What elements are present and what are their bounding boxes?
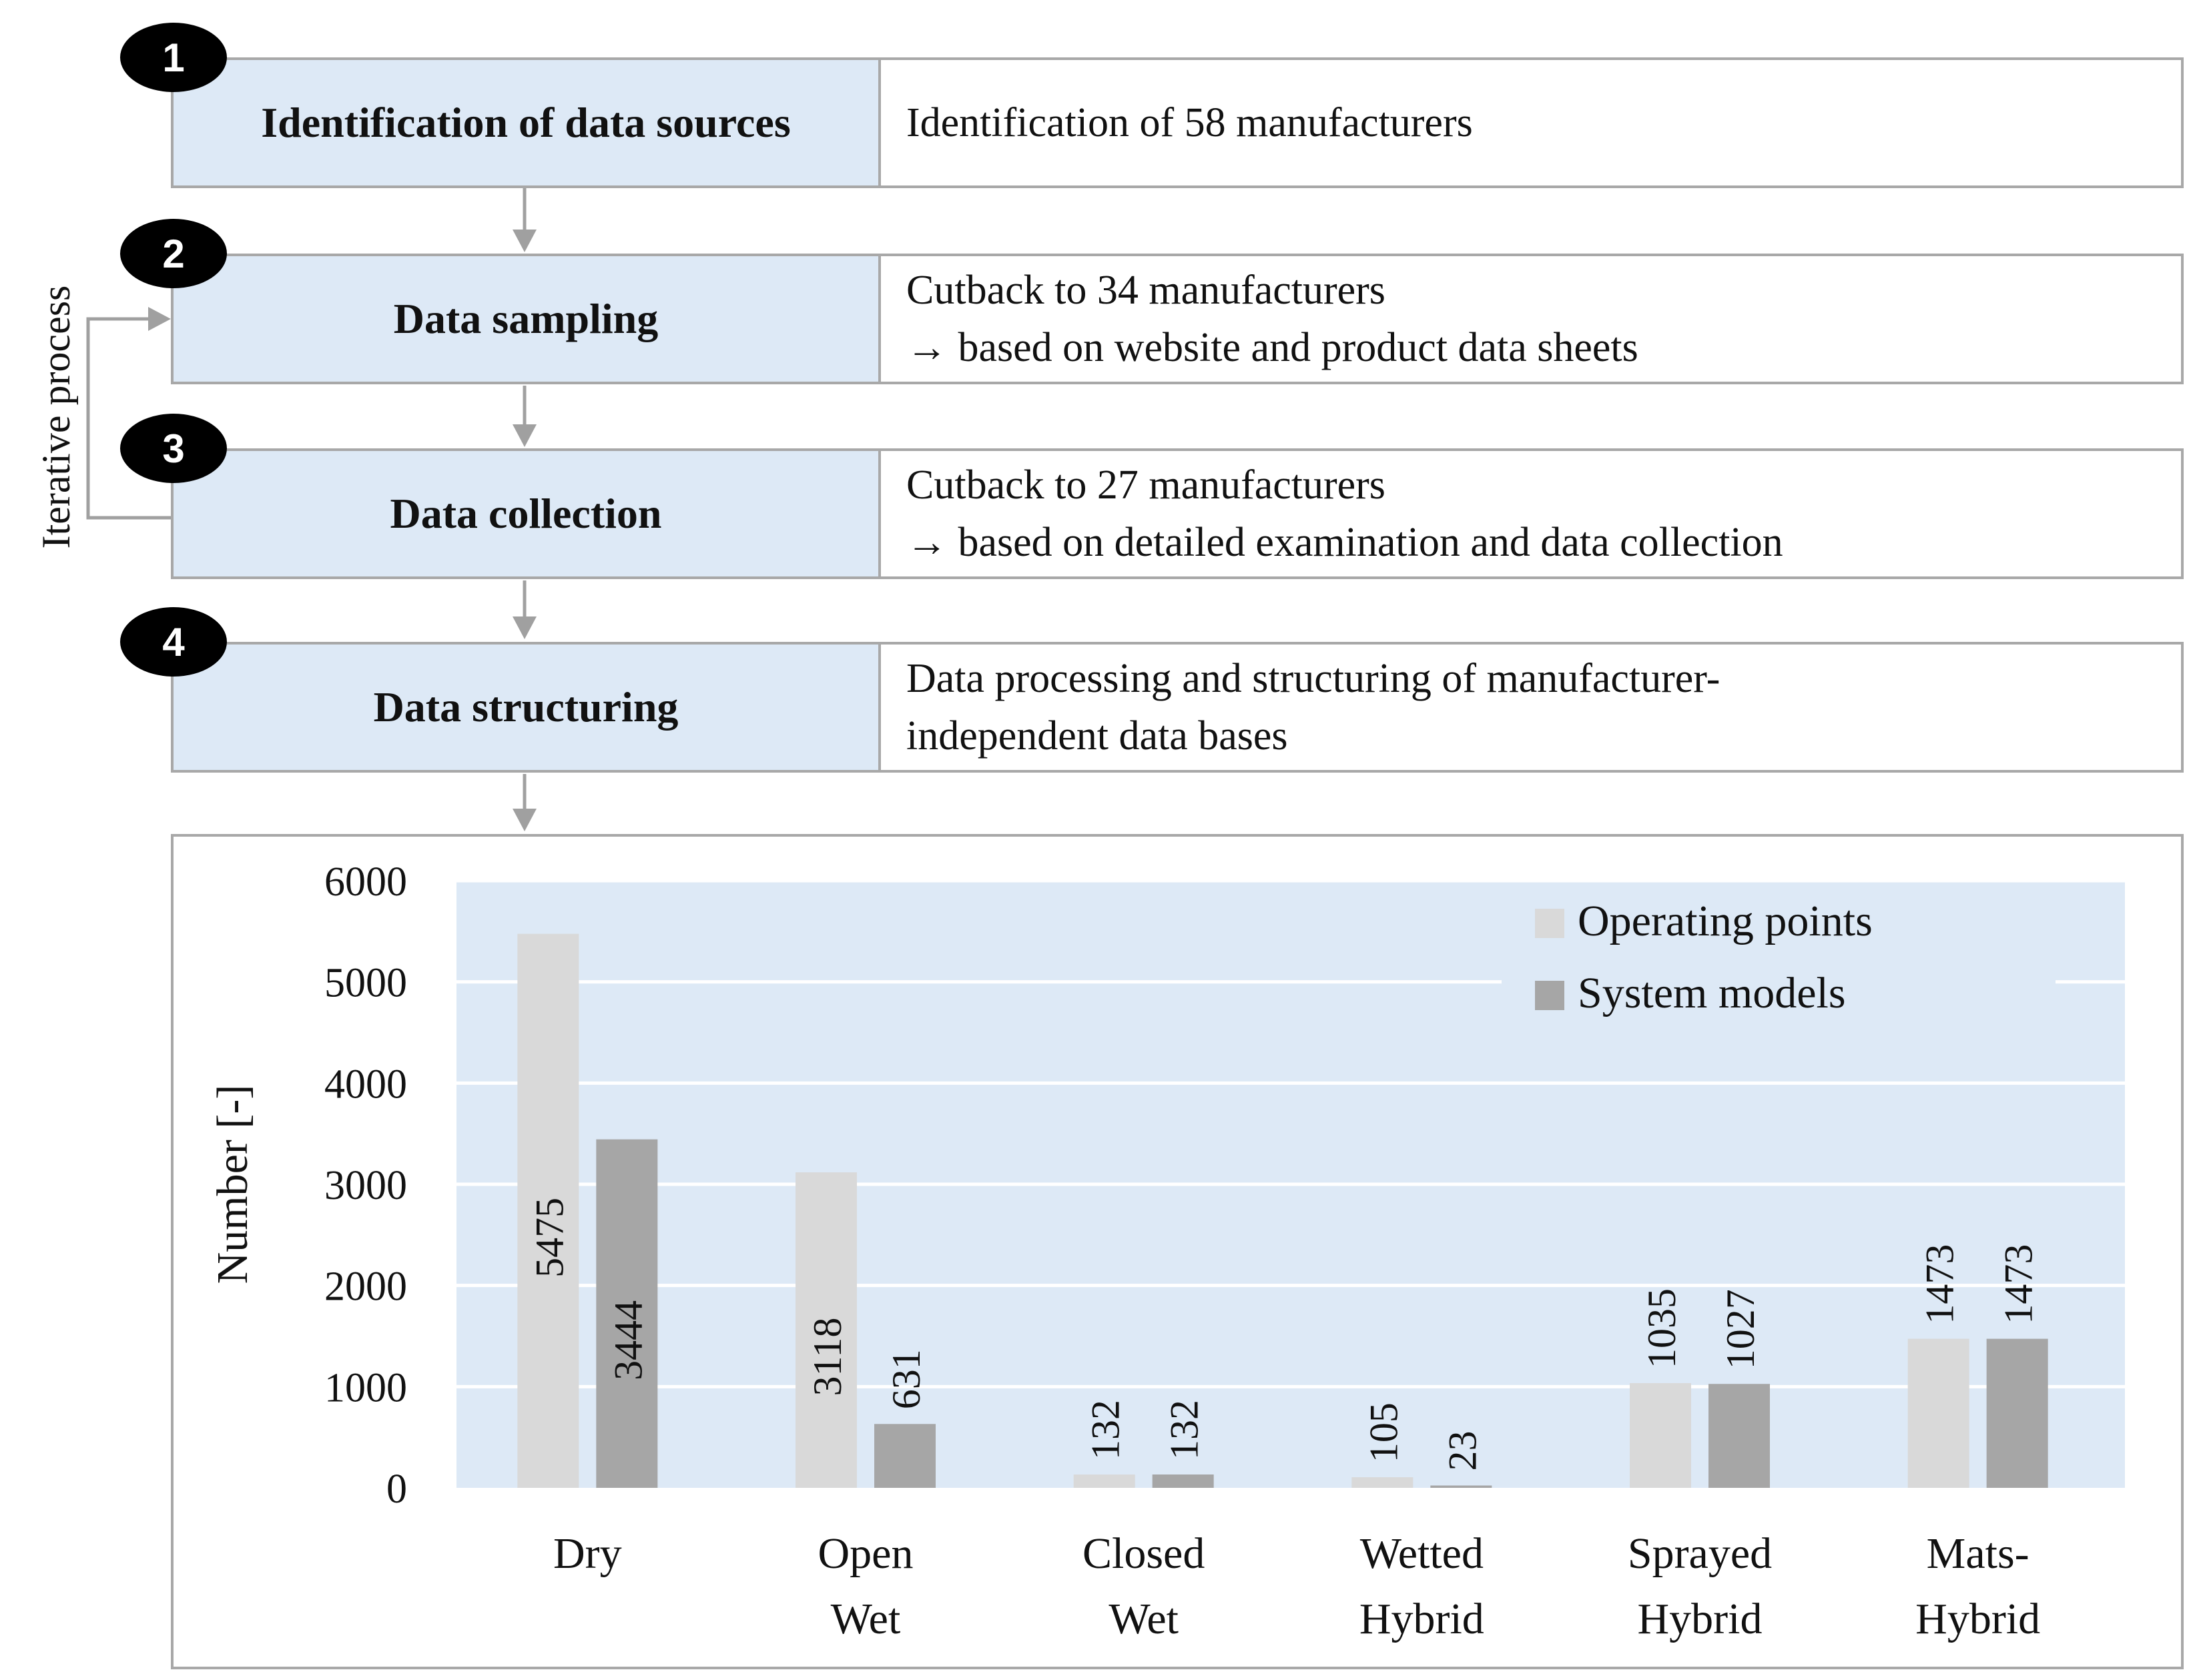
step-2-line-1: Cutback to 34 manufacturers: [906, 268, 1385, 313]
x-tick-label-4-line1: Sprayed: [1628, 1529, 1772, 1578]
bar-1-4: [1708, 1384, 1770, 1488]
step-3-description: Cutback to 27 manufacturers → based on d…: [881, 451, 2181, 576]
bar-0-3: [1351, 1477, 1414, 1488]
step-2-row: Data sampling Cutback to 34 manufacturer…: [171, 254, 2184, 384]
x-tick-label-2-line1: Closed: [1082, 1529, 1205, 1578]
bar-1-2: [1152, 1474, 1214, 1488]
bar-1-1: [874, 1424, 936, 1488]
data-label-0-2: 132: [1084, 1400, 1128, 1460]
step-4-row: Data structuring Data processing and str…: [171, 642, 2184, 773]
y-tick-label-1000: 1000: [324, 1365, 407, 1410]
step-3-row: Data collection Cutback to 27 manufactur…: [171, 448, 2184, 579]
x-tick-label-4-line2: Hybrid: [1638, 1595, 1763, 1643]
bar-1-0: [596, 1139, 658, 1488]
x-tick-label-0-line1: Dry: [553, 1529, 622, 1578]
step-1-title: Identification of data sources: [174, 60, 881, 185]
y-tick-label-4000: 4000: [324, 1062, 407, 1107]
bar-0-0: [517, 933, 579, 1488]
step-4-description: Data processing and structuring of manuf…: [881, 645, 2181, 770]
y-axis-label: Number [-]: [208, 1085, 257, 1284]
iteration-loop-arrowhead: [148, 307, 171, 331]
legend-swatch-0: [1535, 909, 1564, 938]
data-label-1-2: 132: [1163, 1400, 1207, 1460]
step-3-title: Data collection: [174, 451, 881, 576]
y-tick-label-5000: 5000: [324, 961, 407, 1006]
process-connectors: [86, 188, 537, 831]
arrow-3-4-head: [513, 616, 537, 639]
arrow-1-2-head: [513, 230, 537, 252]
data-label-1-1: 631: [884, 1349, 928, 1409]
data-label-0-1: 3118: [806, 1318, 850, 1396]
y-tick-label-2000: 2000: [324, 1264, 407, 1310]
y-tick-label-0: 0: [386, 1466, 407, 1512]
x-tick-label-2-line2: Wet: [1109, 1595, 1179, 1643]
step-2-description: Cutback to 34 manufacturers → based on w…: [881, 256, 2181, 382]
data-label-1-4: 1027: [1718, 1289, 1763, 1369]
data-label-1-0: 3444: [606, 1300, 650, 1380]
bar-0-2: [1073, 1474, 1135, 1488]
chart-container: 0 1000 2000 3000 4000 5000 6000 Number [-] 5475 3…: [171, 834, 2184, 1669]
step-3-badge: 3: [120, 414, 227, 483]
arrow-2-3-head: [513, 424, 537, 447]
step-2-badge: 2: [120, 219, 227, 288]
data-label-0-3: 105: [1361, 1402, 1405, 1462]
step-4-line-2: independent data bases: [906, 713, 1288, 759]
y-tick-label-3000: 3000: [324, 1163, 407, 1208]
x-tick-label-3-line1: Wetted: [1360, 1529, 1484, 1578]
bar-0-4: [1630, 1383, 1691, 1488]
legend-swatch-1: [1535, 981, 1564, 1010]
x-tick-label-1-line1: Open: [818, 1529, 914, 1578]
data-label-0-5: 1473: [1918, 1244, 1962, 1324]
step-1-row: Identification of data sources Identific…: [171, 57, 2184, 188]
data-label-1-3: 23: [1440, 1431, 1484, 1471]
step-1-badge: 1: [120, 23, 227, 92]
step-4-badge: 4: [120, 607, 227, 677]
data-label-0-4: 1035: [1640, 1288, 1684, 1368]
x-tick-label-5-line1: Mats-: [1927, 1529, 2029, 1578]
legend-background: [1502, 889, 2056, 1031]
data-label-1-5: 1473: [1997, 1244, 2041, 1324]
x-tick-label-5-line2: Hybrid: [1915, 1595, 2040, 1643]
step-1-line-1: Identification of 58 manufacturers: [906, 100, 1473, 145]
step-3-line-1: Cutback to 27 manufacturers: [906, 462, 1385, 508]
data-label-0-0: 5475: [527, 1198, 571, 1278]
step-1-description: Identification of 58 manufacturers: [881, 60, 2181, 185]
iteration-loop-arrow: [86, 317, 171, 520]
bar-0-5: [1907, 1338, 1969, 1488]
step-2-title: Data sampling: [174, 256, 881, 382]
bar-1-3: [1430, 1485, 1492, 1488]
arrow-4-chart-head: [513, 809, 537, 831]
x-tick-label-3-line2: Hybrid: [1359, 1595, 1484, 1643]
x-tick-label-1-line2: Wet: [831, 1595, 901, 1643]
step-2-line-2: → based on website and product data shee…: [906, 325, 1638, 370]
legend-label-1: System models: [1578, 969, 1846, 1017]
step-3-line-2: → based on detailed examination and data…: [906, 520, 1783, 565]
y-tick-label-6000: 6000: [324, 859, 407, 905]
legend-label-0: Operating points: [1578, 897, 1873, 945]
bar-0-1: [796, 1172, 857, 1488]
bar-1-5: [1986, 1338, 2048, 1488]
step-4-line-1: Data processing and structuring of manuf…: [906, 656, 1720, 701]
bar-chart: 0 1000 2000 3000 4000 5000 6000 Number [-] 5475 3…: [208, 859, 2125, 1643]
step-4-title: Data structuring: [174, 645, 881, 770]
